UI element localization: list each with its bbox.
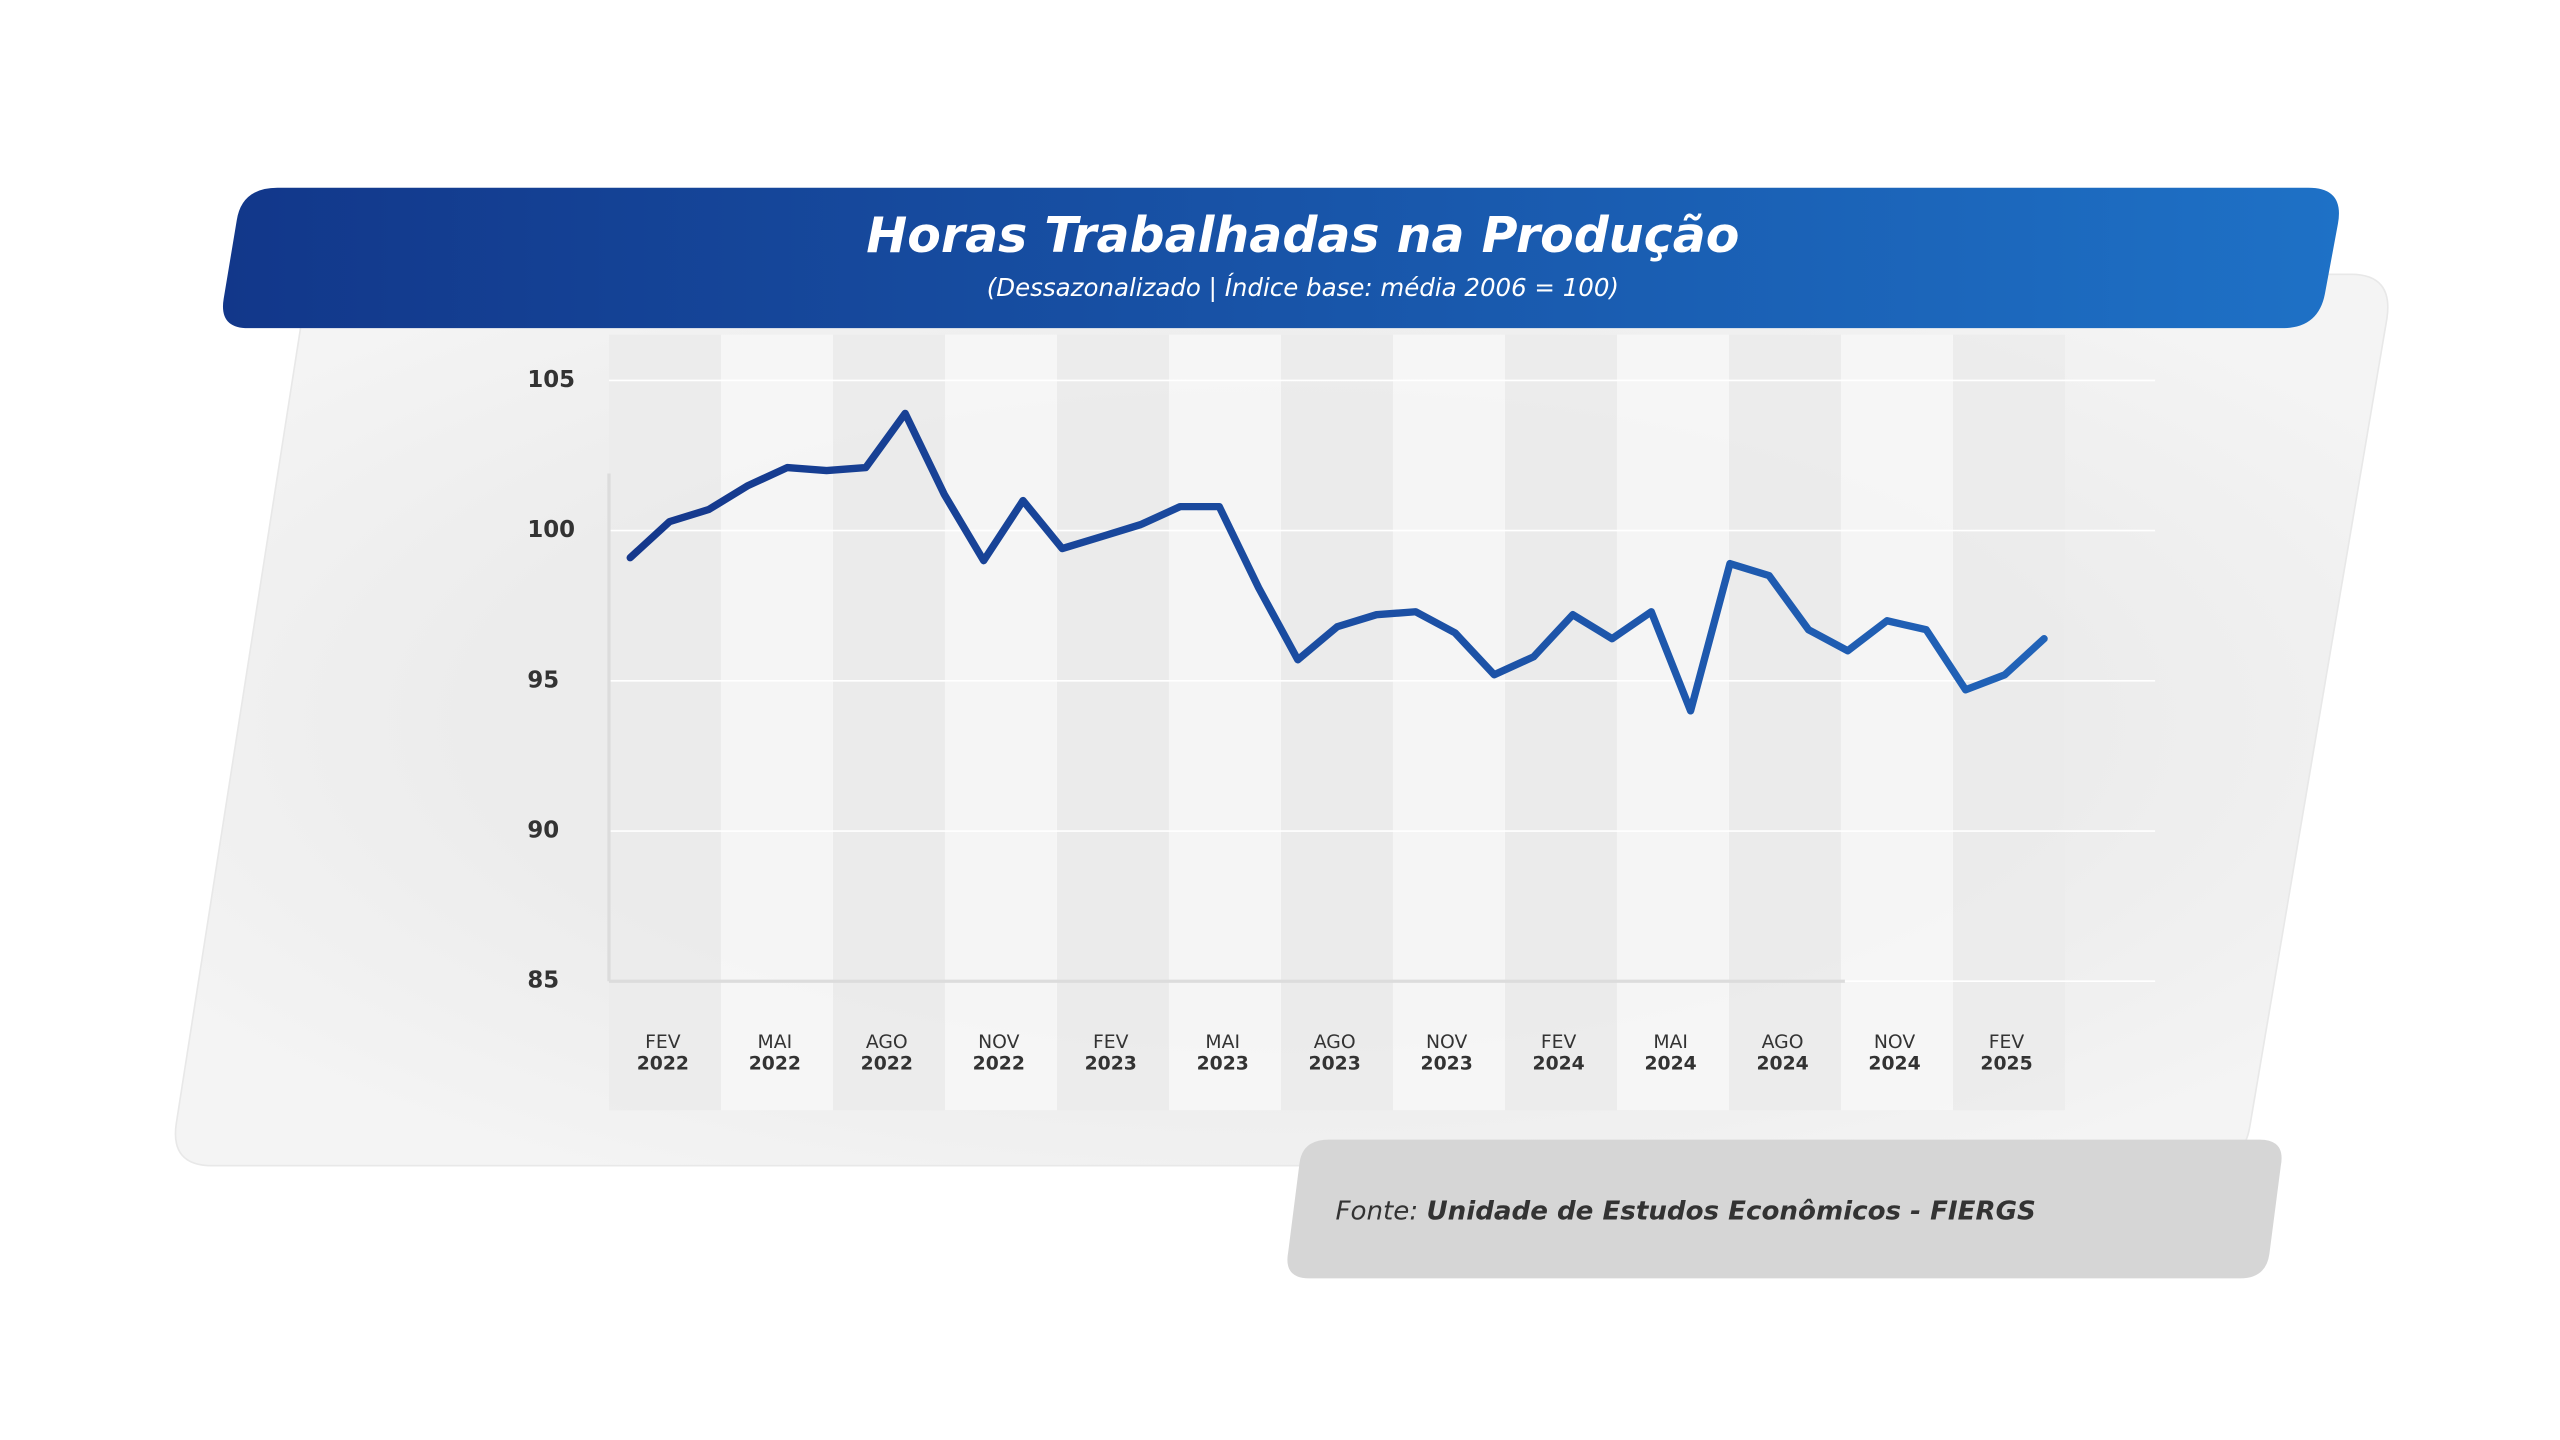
x-tick-month: FEV — [1989, 1032, 2025, 1053]
x-tick-year: 2023 — [1197, 1053, 1249, 1074]
x-tick-month: AGO — [1762, 1032, 1804, 1053]
source-label: Fonte: — [1336, 1196, 1419, 1226]
x-tick-year: 2022 — [973, 1053, 1025, 1074]
chart-title: Horas Trabalhadas na Produção — [866, 207, 1739, 264]
y-tick-label: 100 — [527, 517, 575, 543]
column-band — [1168, 334, 1281, 1111]
column-band — [1952, 334, 2065, 1111]
x-tick-year: 2022 — [637, 1053, 689, 1074]
x-tick-year: 2024 — [1533, 1053, 1585, 1074]
source-name: Unidade de Estudos Econômicos - FIERGS — [1426, 1196, 2035, 1226]
column-band — [1504, 334, 1617, 1111]
x-tick-month: NOV — [978, 1032, 1019, 1053]
source-box — [1287, 1139, 2282, 1279]
x-tick-month: FEV — [1541, 1032, 1577, 1053]
x-tick-year: 2023 — [1085, 1053, 1137, 1074]
y-tick-label: 105 — [527, 367, 575, 393]
x-tick-month: AGO — [866, 1032, 908, 1053]
column-band — [944, 334, 1057, 1111]
y-tick-label: 90 — [527, 818, 559, 844]
x-tick-month: FEV — [645, 1032, 681, 1053]
column-band — [1280, 334, 1393, 1111]
column-band — [1728, 334, 1841, 1111]
y-tick-label: 95 — [527, 667, 559, 693]
column-band — [608, 334, 721, 1111]
series-line — [626, 409, 2048, 715]
x-tick-year: 2022 — [749, 1053, 801, 1074]
x-tick-year: 2024 — [1644, 1053, 1696, 1074]
x-tick-month: MAI — [1653, 1032, 1688, 1053]
column-band — [1840, 334, 1953, 1111]
x-tick-month: MAI — [1205, 1032, 1240, 1053]
column-band — [1392, 334, 1505, 1111]
x-tick-year: 2024 — [1756, 1053, 1808, 1074]
x-tick-year: 2022 — [861, 1053, 913, 1074]
x-tick-year: 2023 — [1421, 1053, 1473, 1074]
x-tick-year: 2023 — [1309, 1053, 1361, 1074]
source: Fonte: Unidade de Estudos Econômicos - F… — [1336, 1196, 2036, 1226]
x-tick-year: 2024 — [1868, 1053, 1920, 1074]
x-tick-month: NOV — [1426, 1032, 1467, 1053]
x-tick-month: MAI — [758, 1032, 793, 1053]
x-tick-year: 2025 — [1980, 1053, 2032, 1074]
x-tick-month: NOV — [1874, 1032, 1915, 1053]
chart-subtitle: (Dessazonalizado | Índice base: média 20… — [987, 273, 1619, 302]
column-band — [1056, 334, 1169, 1111]
x-tick-month: FEV — [1093, 1032, 1129, 1053]
column-bands — [608, 334, 2065, 1111]
header — [222, 187, 2339, 329]
y-tick-label: 85 — [527, 968, 559, 994]
column-band — [720, 334, 833, 1111]
x-tick-month: AGO — [1314, 1032, 1356, 1053]
column-band — [1616, 334, 1729, 1111]
column-band — [832, 334, 945, 1111]
